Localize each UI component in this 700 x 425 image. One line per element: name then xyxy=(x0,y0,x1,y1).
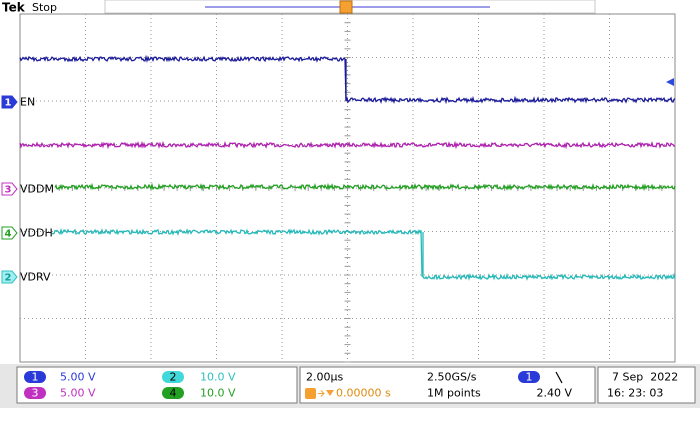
ch3-scale: 5.00 V xyxy=(60,387,96,400)
ch4-scale: 10.0 V xyxy=(200,387,236,400)
ch1-badge xyxy=(24,371,46,383)
horizontal-readout xyxy=(299,366,596,404)
ch1-badge-label: 1 xyxy=(32,371,39,384)
ch4-badge-label: 4 xyxy=(170,387,177,400)
channel-label: VDRV xyxy=(20,271,51,284)
trigger-position-caret xyxy=(326,390,334,396)
sample-rate: 2.50GS/s xyxy=(427,371,477,384)
channel-markers: 1 EN 3 VDDM 4 VDDH 2 VDRV xyxy=(1,95,54,284)
trigger-level: 2.40 V xyxy=(536,387,572,400)
channel-marker-number: 4 xyxy=(5,229,12,240)
channel-label: EN xyxy=(20,96,35,109)
ch2-badge xyxy=(162,371,184,383)
record-length: 1M points xyxy=(427,387,481,400)
channel-marker xyxy=(1,182,18,196)
ch1-scale: 5.00 V xyxy=(60,371,96,384)
channel-marker xyxy=(1,270,18,284)
trigger-source: 1 xyxy=(526,371,533,384)
waveform-ch4 xyxy=(54,182,676,192)
ch2-badge-label: 2 xyxy=(170,371,177,384)
channel-marker-number: 2 xyxy=(5,273,12,284)
trigger-level-marker xyxy=(666,78,674,86)
waveform-ch2 xyxy=(51,227,676,281)
channel-marker-number: 1 xyxy=(5,98,12,109)
trigger-position-badge xyxy=(305,388,316,399)
waveform-ch3 xyxy=(19,140,676,150)
waveform-ch1 xyxy=(19,54,676,105)
vertical-readout xyxy=(16,366,298,404)
brand: Tek xyxy=(2,1,26,15)
channel-marker xyxy=(1,95,18,109)
timebase: 2.00µs xyxy=(306,371,343,384)
channel-marker-number: 3 xyxy=(5,185,12,196)
acquisition-status: Stop xyxy=(32,1,57,14)
channel-label: VDDH xyxy=(20,227,53,240)
channel-label: VDDM xyxy=(20,183,54,196)
ch2-scale: 10.0 V xyxy=(200,371,236,384)
ch3-badge xyxy=(24,387,46,399)
ch3-badge-label: 3 xyxy=(32,387,39,400)
date: 7 Sep 2022 xyxy=(612,371,678,384)
datetime-readout xyxy=(597,366,696,404)
ch4-badge xyxy=(162,387,184,399)
trigger-slope-falling xyxy=(555,371,563,384)
trigger-position: 0.00000 s xyxy=(336,387,391,400)
trigger-source-badge xyxy=(518,371,540,383)
record-trigger-marker xyxy=(339,0,353,14)
waveforms xyxy=(19,54,676,281)
channel-marker xyxy=(1,226,18,240)
time: 16: 23: 03 xyxy=(607,387,663,400)
trigger-position-arrow xyxy=(318,390,325,397)
